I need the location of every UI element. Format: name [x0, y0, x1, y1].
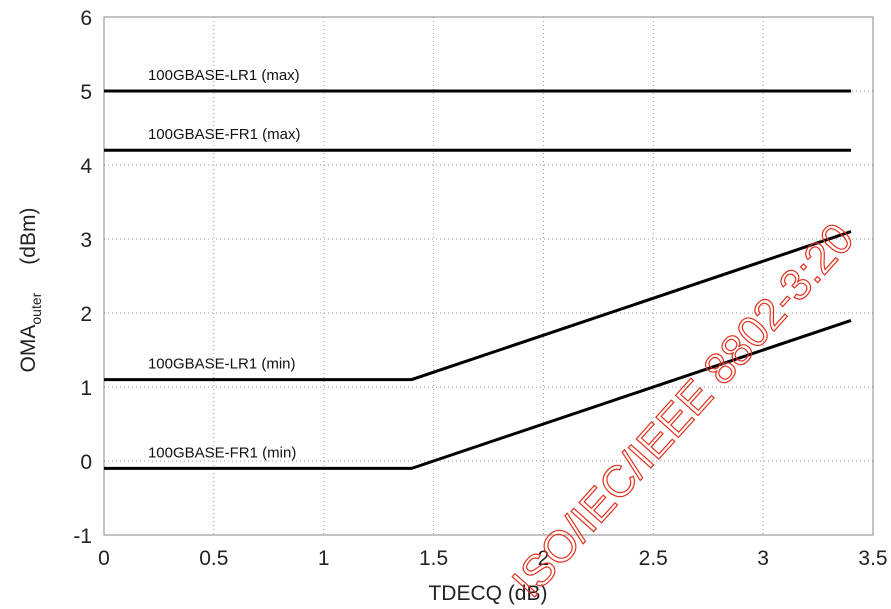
x-tick-label: 0.5	[199, 547, 228, 570]
x-tick-label: 1.5	[419, 547, 448, 570]
x-tick-label: 3	[757, 547, 769, 570]
y-tick-label: 5	[80, 81, 92, 104]
x-tick-label: 0	[98, 547, 110, 570]
y-tick-label: 6	[80, 7, 92, 30]
series-labels: 100GBASE-LR1 (max) 100GBASE-FR1 (max) 100G…	[148, 67, 301, 461]
x-tick-labels: 0 0.5 1 1.5 2 2.5 3 3.5	[98, 547, 887, 570]
y-axis-title-subscript: outer	[28, 292, 44, 324]
series-line	[104, 230, 852, 382]
series-label: 100GBASE-LR1 (min)	[148, 356, 296, 373]
x-tick-label: 1	[318, 547, 330, 570]
y-tick-label: 4	[80, 155, 92, 178]
plot-frame	[103, 16, 874, 536]
y-tick-label: 2	[80, 303, 92, 326]
x-tick-label: 2.5	[639, 547, 668, 570]
x-tick-label: 3.5	[858, 547, 887, 570]
x-tick-label: 2	[538, 547, 550, 570]
y-tick-label: -1	[73, 525, 92, 548]
series-label: 100GBASE-FR1 (min)	[148, 444, 296, 461]
y-tick-label: 1	[80, 377, 92, 400]
y-tick-labels: -1 0 1 2 3 4 5 6	[73, 7, 92, 548]
y-axis-title-unit: (dBm)	[17, 208, 40, 265]
watermark: ISO/IEC/IEEE 8802-3:20	[503, 214, 863, 607]
x-axis-title: TDECQ (dB)	[428, 582, 547, 605]
y-tick-label: 0	[80, 451, 92, 474]
y-axis-title-main: OMA	[17, 325, 40, 373]
series-label: 100GBASE-LR1 (max)	[148, 67, 300, 84]
series-line	[104, 318, 852, 470]
y-axis-title: OMAouter (dBm)	[17, 208, 44, 373]
y-tick-label: 3	[80, 229, 92, 252]
series-label: 100GBASE-FR1 (max)	[148, 126, 301, 143]
svg-text:OMAouter(dBm): OMAouter (dBm)	[17, 208, 44, 373]
series-lines	[104, 89, 852, 470]
